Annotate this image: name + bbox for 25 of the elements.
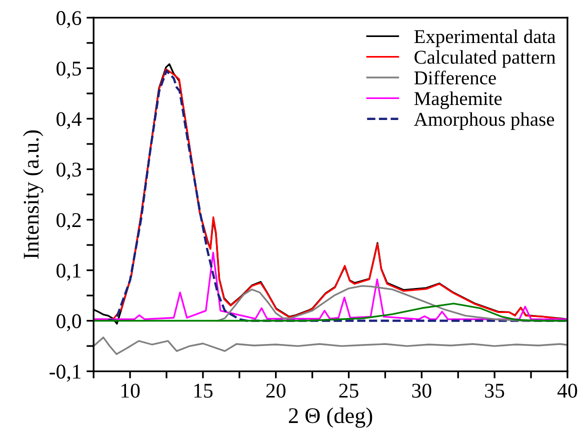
x-tick-label: 40: [557, 384, 578, 398]
x-tick-label: 15: [194, 384, 213, 398]
y-tick-label: 0,3: [56, 162, 81, 180]
y-tick-label: 0,6: [56, 11, 82, 28]
y-axis-title: Intensity (a.u.): [23, 130, 44, 259]
legend-label: Maghemite: [414, 91, 502, 110]
x-tick-label: 35: [485, 384, 504, 398]
legend-label: Amorphous phase: [414, 112, 554, 130]
y-tick-label: 0,1: [56, 264, 81, 281]
line-series: [94, 302, 568, 322]
x-tick-label: 30: [412, 384, 432, 398]
line-series: [94, 252, 568, 320]
legend-label: Difference: [414, 70, 496, 84]
legend-label: Calculated pattern: [414, 50, 556, 68]
y-tick-label: 0,4: [56, 112, 82, 130]
y-tick-label: -0,1: [50, 364, 81, 382]
x-axis-title: 2 Θ (deg): [288, 408, 372, 428]
legend-label: Experimental data: [414, 29, 556, 48]
line-series: [94, 336, 568, 355]
y-tick-label: 0,5: [56, 62, 81, 79]
y-tick-label: 0,2: [56, 213, 81, 230]
y-tick-label: 0,0: [56, 314, 81, 332]
x-tick-label: 20: [266, 384, 286, 398]
x-tick-label: 25: [339, 384, 358, 398]
x-tick-label: 10: [121, 384, 140, 398]
